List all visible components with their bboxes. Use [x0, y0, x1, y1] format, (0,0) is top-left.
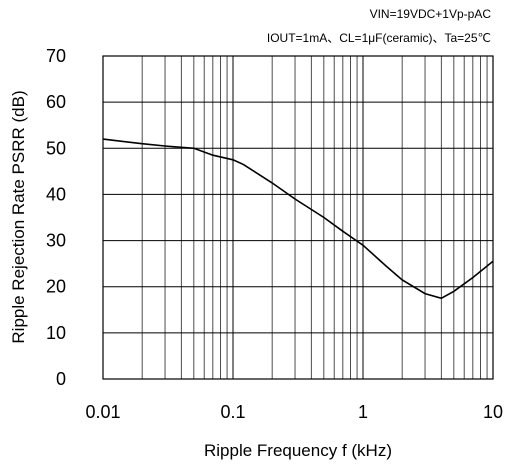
y-tick-label: 10	[46, 323, 66, 343]
y-tick-label: 0	[56, 369, 66, 389]
y-tick-label: 40	[46, 184, 66, 204]
grid	[102, 55, 493, 380]
psrr-curve	[102, 138, 494, 300]
x-tick-label: 1	[358, 402, 368, 422]
condition-line-1: VIN=19VDC+1Vp-pAC	[370, 7, 492, 21]
x-axis-label: Ripple Frequency f (kHz)	[204, 441, 392, 460]
y-tick-labels: 0 10 20 30 40 50 60 70	[46, 46, 66, 389]
y-tick-label: 50	[46, 138, 66, 158]
y-tick-label: 30	[46, 231, 66, 251]
y-tick-label: 60	[46, 92, 66, 112]
x-tick-label: 10	[483, 402, 503, 422]
plot-frame	[102, 55, 494, 380]
x-tick-labels: 0.01 0.1 1 10	[85, 402, 503, 422]
y-axis-label: Ripple Rejection Rate PSRR (dB)	[9, 90, 28, 343]
y-tick-label: 20	[46, 277, 66, 297]
condition-line-2: IOUT=1mA、CL=1μF(ceramic)、Ta=25℃	[267, 31, 491, 45]
x-tick-label: 0.01	[85, 402, 120, 422]
y-tick-label: 70	[46, 46, 66, 66]
x-tick-label: 0.1	[220, 402, 245, 422]
